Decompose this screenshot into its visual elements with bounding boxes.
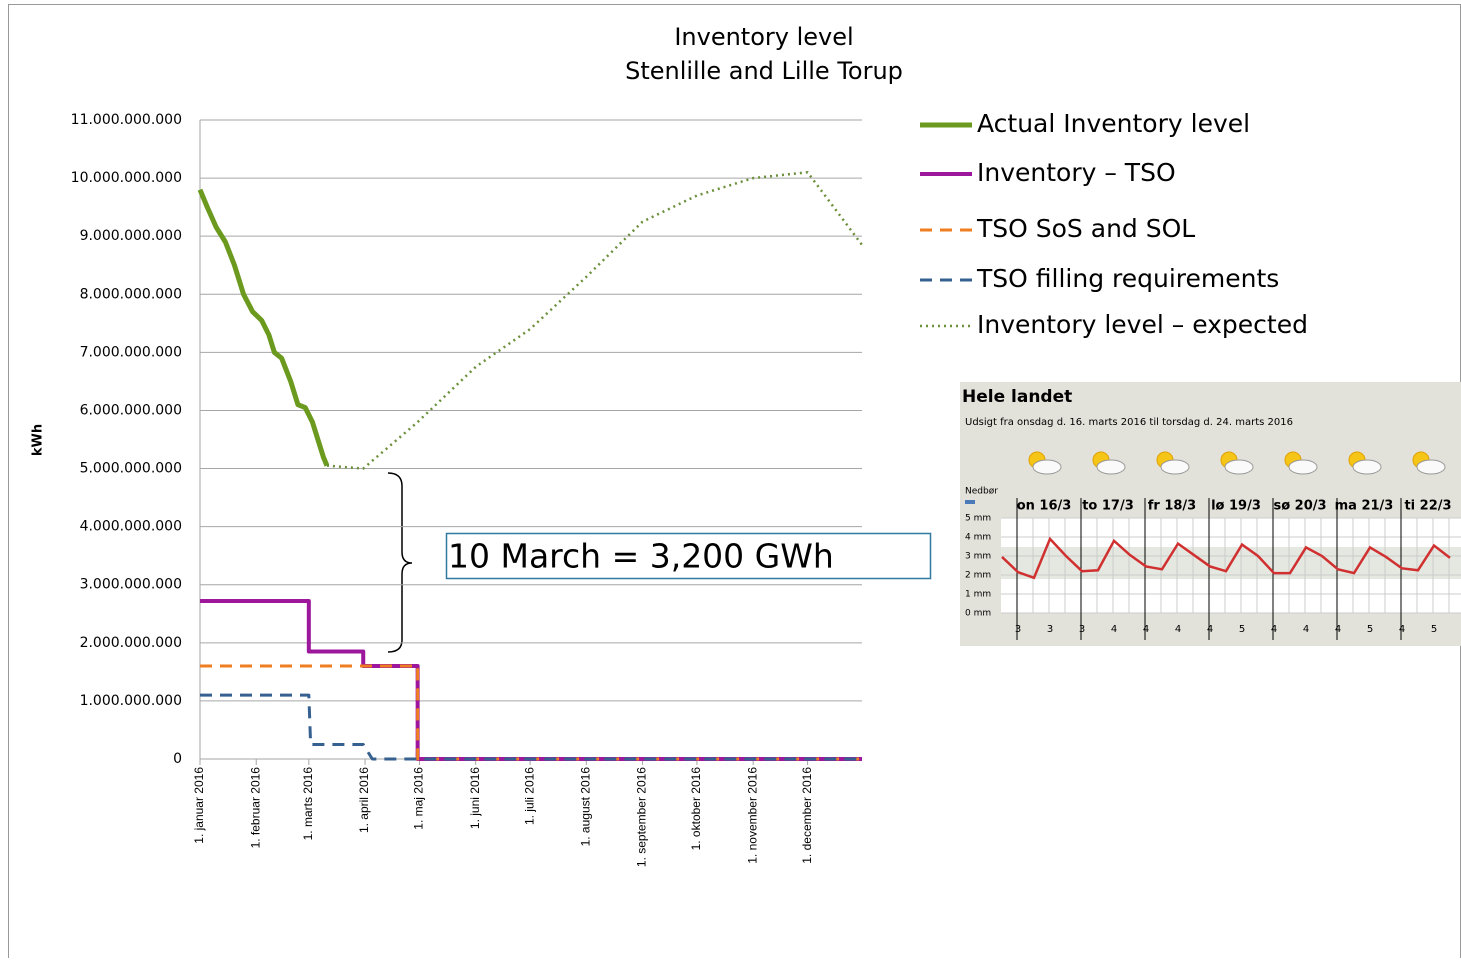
x-tick-label: 1. maj 2016 <box>412 767 426 830</box>
inset-day-label: lø 19/3 <box>1211 499 1261 514</box>
x-tick-label: 1. december 2016 <box>800 767 814 864</box>
y-tick-label: 10.000.000.000 <box>71 170 182 186</box>
series-line <box>200 693 862 761</box>
series-line <box>200 664 862 761</box>
inset-day-label: to 17/3 <box>1082 499 1134 514</box>
inset-y-label: Nedbør <box>965 487 998 497</box>
inset-bottom-value: 4 <box>1175 624 1181 635</box>
weather-cloud <box>1352 459 1382 475</box>
y-tick-label: 11.000.000.000 <box>71 112 182 128</box>
series-line <box>197 188 330 467</box>
inset-bottom-value: 4 <box>1111 624 1117 635</box>
annotation-box <box>445 532 932 580</box>
inset-bottom-value: 4 <box>1303 624 1309 635</box>
y-tick-label: 9.000.000.000 <box>80 228 182 244</box>
x-tick-label: 1. februar 2016 <box>248 767 262 849</box>
y-tick-label: 0 <box>173 751 182 767</box>
inset-day-label: ma 21/3 <box>1335 499 1394 514</box>
x-tick-label: 1. januar 2016 <box>192 767 206 844</box>
inset-bottom-value: 3 <box>1015 624 1021 635</box>
inset-legend-swatch <box>965 500 975 504</box>
y-tick-label: 2.000.000.000 <box>80 635 182 651</box>
series-line <box>326 171 864 470</box>
chart-title: Inventory level <box>674 23 853 51</box>
inset-title: Hele landet <box>962 387 1072 407</box>
legend-label: TSO SoS and SOL <box>976 214 1195 243</box>
weather-cloud <box>1032 459 1062 475</box>
inset-bottom-value: 3 <box>1047 624 1053 635</box>
y-tick-label: 3.000.000.000 <box>80 577 182 593</box>
inset-subtitle: Udsigt fra onsdag d. 16. marts 2016 til … <box>965 417 1293 428</box>
brace <box>387 472 413 653</box>
weather-cloud <box>1224 459 1254 475</box>
x-tick-label: 1. september 2016 <box>635 767 649 867</box>
inset-bottom-value: 4 <box>1207 624 1213 635</box>
series-line <box>200 598 862 761</box>
chart-subtitle: Stenlille and Lille Torup <box>625 57 903 85</box>
annotation: 10 March = 3,200 GWh <box>448 537 834 576</box>
x-tick-label: 1. juli 2016 <box>522 767 536 825</box>
y-tick-label: 4.000.000.000 <box>80 519 182 535</box>
inset-y-tick-label: 0 mm <box>965 609 991 619</box>
x-tick-label: 1. marts 2016 <box>301 767 315 841</box>
x-tick-label: 1. april 2016 <box>357 767 371 833</box>
weather-cloud <box>1160 459 1190 475</box>
x-tick-label: 1. juni 2016 <box>468 767 482 829</box>
inset-bottom-value: 3 <box>1079 624 1085 635</box>
inset-day-label: ti 22/3 <box>1404 499 1451 514</box>
inset-bottom-value: 4 <box>1271 624 1277 635</box>
weather-cloud <box>1096 459 1126 475</box>
inset-day-label: on 16/3 <box>1017 499 1072 514</box>
y-tick-label: 5.000.000.000 <box>80 461 182 477</box>
inset-line <box>1001 536 1451 580</box>
weather-cloud <box>1288 459 1318 475</box>
inset-bottom-value: 5 <box>1431 624 1437 635</box>
y-tick-label: 6.000.000.000 <box>80 402 182 418</box>
inset-day-label: fr 18/3 <box>1148 499 1196 514</box>
inset-y-tick-label: 5 mm <box>965 514 991 524</box>
inset-bottom-value: 4 <box>1335 624 1341 635</box>
y-axis-label: kWh <box>31 424 46 456</box>
weather-cloud <box>1416 459 1446 475</box>
y-tick-label: 7.000.000.000 <box>80 344 182 360</box>
inset-y-tick-label: 1 mm <box>965 590 991 600</box>
x-tick-label: 1. oktober 2016 <box>689 767 703 851</box>
legend-label: Inventory level – expected <box>977 310 1308 339</box>
inset-bottom-value: 4 <box>1143 624 1149 635</box>
inset-y-tick-label: 3 mm <box>965 552 991 562</box>
y-tick-label: 1.000.000.000 <box>80 693 182 709</box>
inset-day-label: sø 20/3 <box>1273 499 1326 514</box>
inset-y-tick-label: 4 mm <box>965 533 991 543</box>
inset-bottom-value: 5 <box>1367 624 1373 635</box>
inset-y-tick-label: 2 mm <box>965 571 991 581</box>
y-tick-label: 8.000.000.000 <box>80 286 182 302</box>
inset-bottom-value: 5 <box>1239 624 1245 635</box>
legend-label: Actual Inventory level <box>977 109 1250 138</box>
x-tick-label: 1. november 2016 <box>745 767 759 864</box>
legend-label: TSO filling requirements <box>976 264 1279 293</box>
legend-label: Inventory – TSO <box>977 158 1176 187</box>
x-tick-label: 1. august 2016 <box>578 767 592 847</box>
inset-bottom-value: 4 <box>1399 624 1405 635</box>
